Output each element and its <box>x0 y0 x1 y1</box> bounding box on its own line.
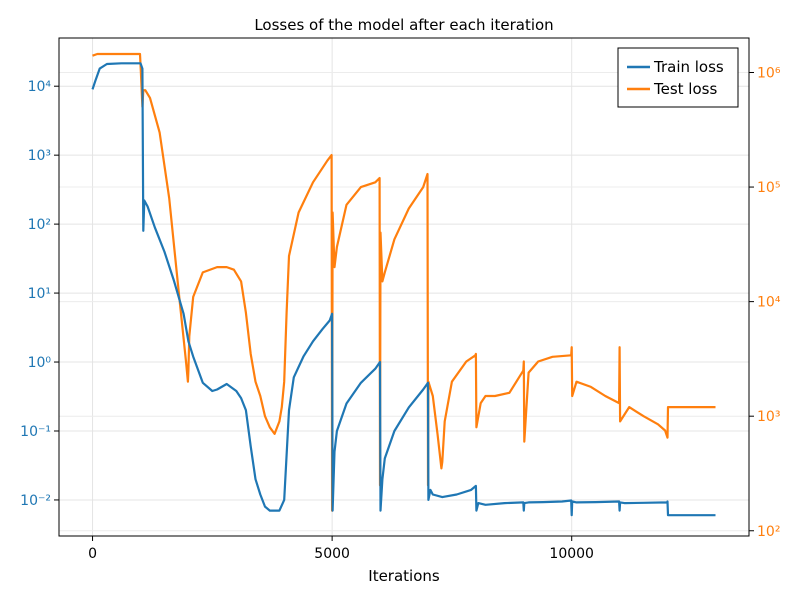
legend-label: Test loss <box>653 80 717 98</box>
right-tick-label: 10⁴ <box>757 295 781 311</box>
ticks: 0 5000 10000 10⁻² 10⁻¹ 10⁰ 10¹ 10² 10³ 10⁴ 10² 10³ 1… <box>20 65 781 562</box>
right-tick-label: 10² <box>757 524 780 540</box>
legend-box <box>617 47 739 108</box>
plot-frame <box>58 37 750 537</box>
x-tick-label: 10000 <box>549 546 594 562</box>
left-tick-label: 10⁻¹ <box>20 424 51 440</box>
right-tick-label: 10⁶ <box>757 65 781 81</box>
series-line-test-loss <box>92 52 716 512</box>
left-tick-label: 10² <box>28 217 51 233</box>
legend: Train loss Test loss <box>617 47 739 108</box>
chart-title: Losses of the model after each iteration <box>254 16 553 34</box>
series-layer <box>91 52 716 517</box>
right-tick-label: 10⁵ <box>757 180 780 196</box>
left-tick-label: 10³ <box>28 148 51 164</box>
x-tick-label: 0 <box>88 546 97 562</box>
legend-label: Train loss <box>653 58 724 76</box>
series-line-train-loss <box>91 62 716 517</box>
left-tick-label: 10⁰ <box>28 355 52 371</box>
left-tick-label: 10¹ <box>28 286 51 302</box>
left-tick-label: 10⁻² <box>20 493 51 509</box>
left-tick-label: 10⁴ <box>28 79 52 95</box>
x-axis-label: Iterations <box>368 567 440 585</box>
x-tick-label: 5000 <box>314 546 350 562</box>
right-tick-label: 10³ <box>757 409 780 425</box>
